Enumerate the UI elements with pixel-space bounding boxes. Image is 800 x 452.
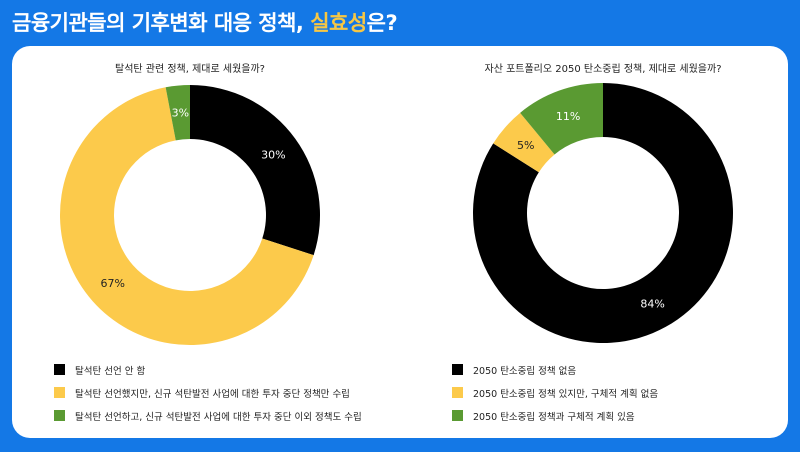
legend-label: 2050 탄소중립 정책 있지만, 구체적 계획 없음 — [473, 388, 659, 400]
donut-slice — [472, 83, 733, 343]
legend-item: 탈석탄 선언 안 함 — [54, 358, 362, 381]
legend-swatch — [452, 364, 463, 375]
legend-swatch — [54, 387, 65, 398]
donut-slice — [190, 85, 320, 256]
donut-slice — [60, 87, 314, 345]
headline-suffix: 은? — [366, 11, 398, 35]
chart-2-legend: 2050 탄소중립 정책 없음 2050 탄소중립 정책 있지만, 구체적 계획… — [452, 358, 658, 427]
donut-slice — [165, 85, 190, 141]
legend-swatch — [54, 364, 65, 375]
legend-item: 탈석탄 선언하고, 신규 석탄발전 사업에 대한 투자 중단 이외 정책도 수립 — [54, 404, 362, 427]
headline-highlight: 실효성 — [310, 11, 367, 35]
legend-item: 2050 탄소중립 정책 없음 — [452, 358, 658, 381]
legend-label: 2050 탄소중립 정책 없음 — [473, 365, 577, 377]
donut-slice — [520, 83, 603, 155]
chart-2-title: 자산 포트폴리오 2050 탄소중립 정책, 제대로 세웠을까? — [484, 64, 722, 75]
donut-slice-label: 5% — [517, 139, 534, 152]
donut-slice-label: 3% — [172, 106, 189, 119]
chart-1-donut: 30% 67% 3% — [60, 85, 320, 345]
donut-slice — [493, 112, 555, 173]
legend-swatch — [54, 410, 65, 421]
legend-swatch — [452, 410, 463, 421]
donut-slice-label: 84% — [640, 297, 664, 310]
headline-text: 금융기관들의 기후변화 대응 정책, — [12, 11, 311, 35]
donut-slice-label: 11% — [556, 110, 580, 123]
chart-2-donut: 84% 5% 11% — [472, 83, 733, 343]
legend-label: 2050 탄소중립 정책과 구체적 계획 있음 — [473, 411, 635, 423]
chart-1-legend: 탈석탄 선언 안 함 탈석탄 선언했지만, 신규 석탄발전 사업에 대한 투자 … — [54, 358, 362, 427]
legend-item: 2050 탄소중립 정책 있지만, 구체적 계획 없음 — [452, 381, 658, 404]
legend-label: 탈석탄 선언 안 함 — [75, 365, 146, 377]
donut-slice-label: 67% — [101, 277, 125, 290]
legend-item: 탈석탄 선언했지만, 신규 석탄발전 사업에 대한 투자 중단 정책만 수립 — [54, 381, 362, 404]
legend-label: 탈석탄 선언했지만, 신규 석탄발전 사업에 대한 투자 중단 정책만 수립 — [75, 388, 350, 400]
legend-label: 탈석탄 선언하고, 신규 석탄발전 사업에 대한 투자 중단 이외 정책도 수립 — [75, 411, 362, 423]
legend-swatch — [452, 387, 463, 398]
chart-1-title: 탈석탄 관련 정책, 제대로 세웠을까? — [114, 64, 266, 75]
donut-slice-label: 30% — [261, 148, 285, 161]
headline: 금융기관들의 기후변화 대응 정책, 실효성은? — [12, 6, 398, 40]
legend-item: 2050 탄소중립 정책과 구체적 계획 있음 — [452, 404, 658, 427]
